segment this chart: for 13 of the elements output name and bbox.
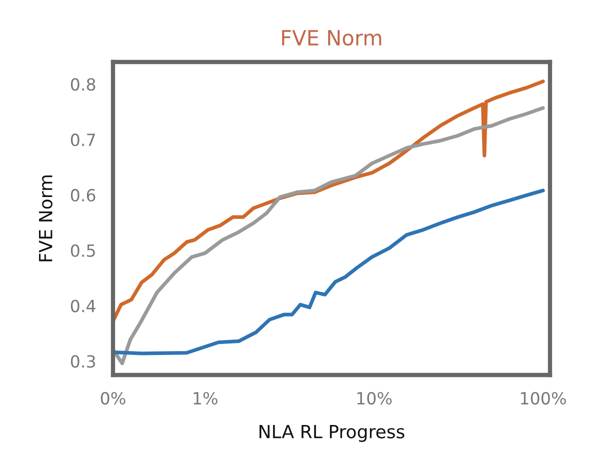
x-tick-label: 10% xyxy=(357,392,392,405)
y-tick-label: 0.7 xyxy=(70,134,95,146)
chart-title: FVE Norm xyxy=(282,30,382,46)
x-tick-label: 0% xyxy=(100,392,126,405)
y-tick-label: 0.6 xyxy=(70,188,96,202)
y-tick-label: 0.8 xyxy=(70,78,96,91)
x-axis-title: NLA RL Progress xyxy=(260,425,404,442)
y-tick-label: 0.3 xyxy=(70,355,95,368)
y-axis-title: FVE Norm xyxy=(39,175,52,262)
y-tick-label: 0.5 xyxy=(70,244,95,257)
y-tick-label: 0.4 xyxy=(70,300,96,312)
x-tick-label: 1% xyxy=(194,392,218,405)
x-tick-label: 100% xyxy=(521,392,566,405)
